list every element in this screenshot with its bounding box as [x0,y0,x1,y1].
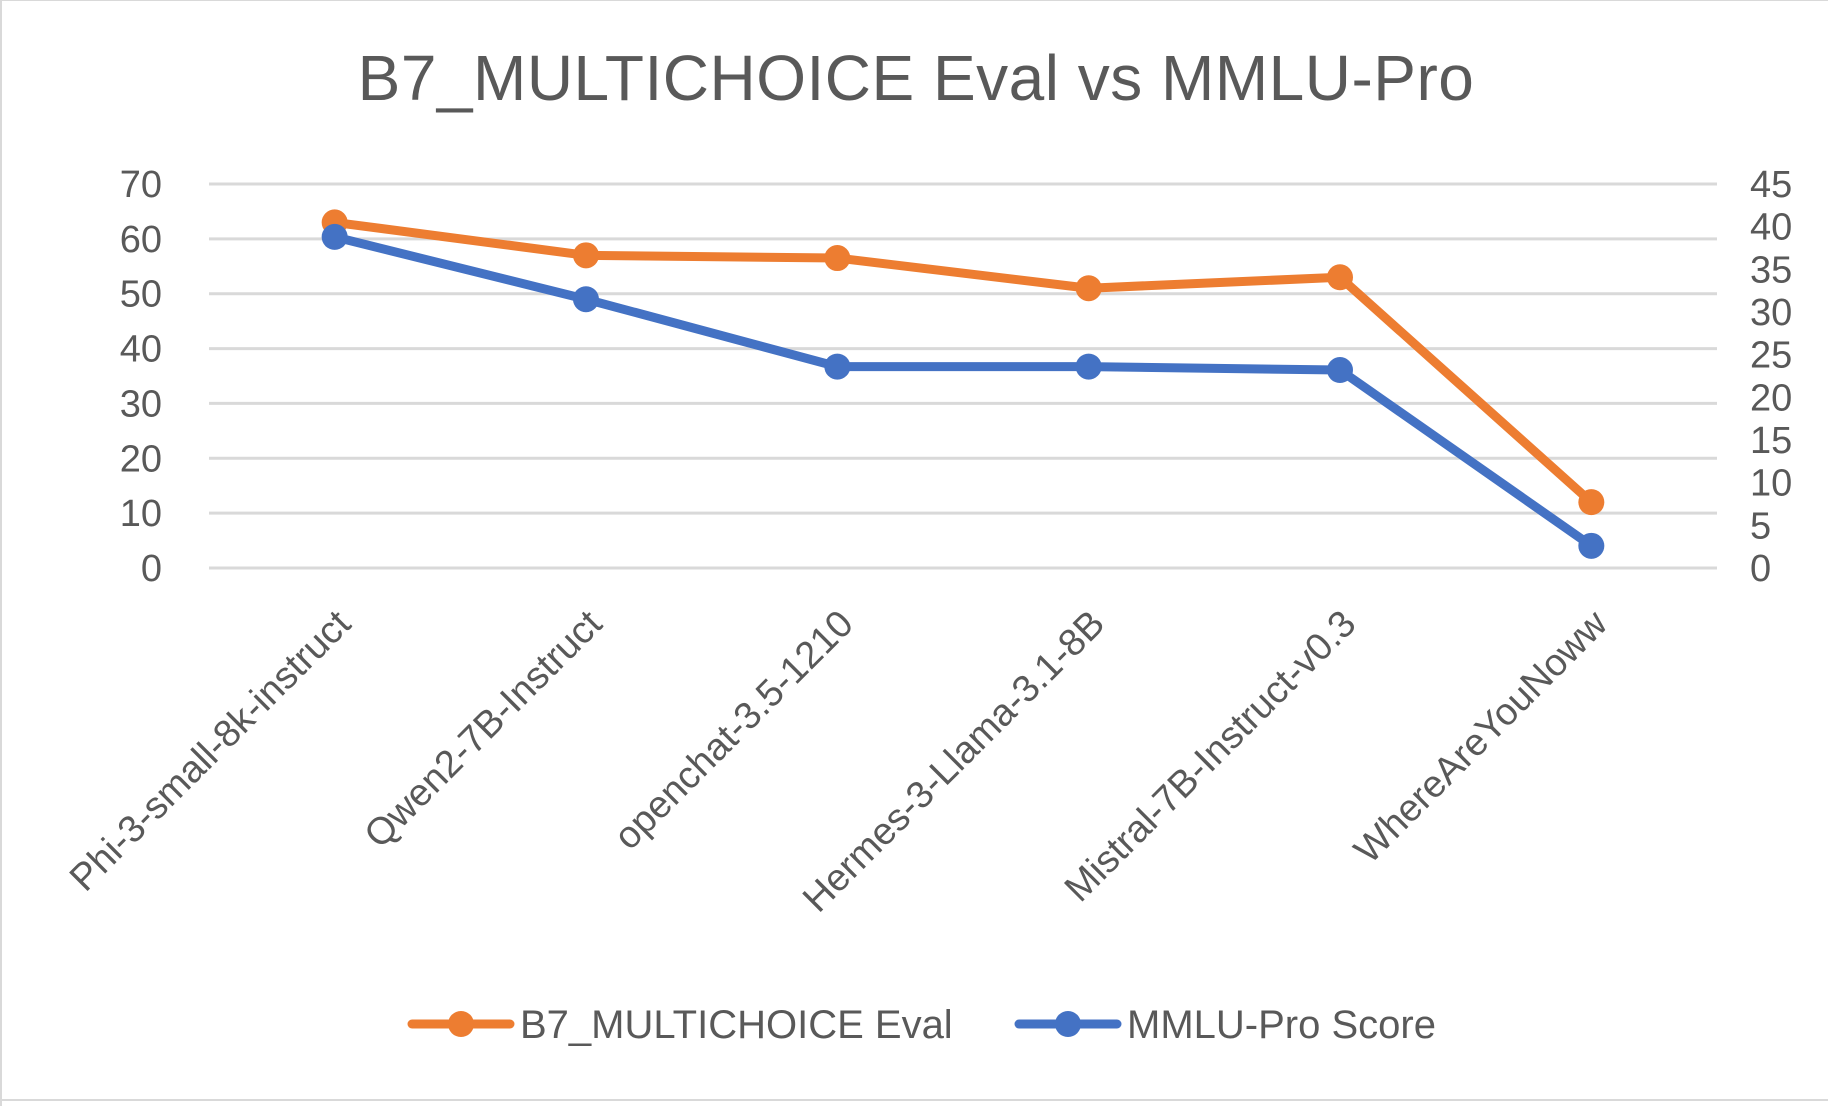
data-point [1075,353,1102,380]
right-tick-label: 35 [1750,249,1792,291]
right-tick-label: 5 [1750,505,1771,547]
series-layer [321,209,1605,559]
data-point [1578,489,1605,516]
right-tick-label: 10 [1750,463,1792,505]
legend: B7_MULTICHOICE Eval MMLU-Pro Score [407,1003,1436,1047]
legend-swatch-marker [1055,1011,1081,1037]
right-tick-label: 45 [1750,164,1792,206]
data-point [1075,275,1102,302]
left-axis-ticks: 0 10 20 30 40 50 60 70 [120,164,162,590]
right-tick-label: 25 [1750,335,1792,377]
data-point [1327,264,1353,291]
left-tick-label: 70 [120,164,162,206]
category-label: Mistral-7B-Instruct-v0.3 [1057,603,1364,910]
left-tick-label: 50 [120,274,162,316]
data-point [1327,357,1353,384]
legend-swatch-marker [448,1011,474,1037]
legend-label: MMLU-Pro Score [1127,1003,1436,1047]
category-axis-labels: Phi-3-small-8k-instructQwen2-7B-Instruct… [62,602,1616,920]
right-tick-label: 20 [1750,377,1792,419]
left-tick-label: 0 [141,548,162,590]
left-tick-label: 20 [120,438,162,480]
data-point [1578,532,1605,559]
legend-label: B7_MULTICHOICE Eval [520,1003,953,1047]
left-tick-label: 40 [120,329,162,371]
data-point [824,353,851,380]
series-line [330,217,1596,507]
right-tick-label: 15 [1750,420,1792,462]
grid-lines [209,182,1717,570]
chart-title: B7_MULTICHOICE Eval vs MMLU-Pro [357,42,1475,114]
series-line [330,232,1596,551]
category-label: Qwen2-7B-Instruct [357,602,611,856]
right-tick-label: 30 [1750,292,1792,334]
data-point [824,245,851,272]
bottom-border [2,1099,1828,1107]
data-point [573,286,599,313]
category-label: openchat-3.5-1210 [606,603,861,858]
left-tick-label: 60 [120,219,162,261]
category-label: WhereAreYouNoww [1347,602,1617,872]
data-point [321,223,348,250]
right-tick-label: 40 [1750,207,1792,249]
category-label: Phi-3-small-8k-instruct [62,602,359,899]
right-tick-label: 0 [1750,548,1771,590]
left-tick-label: 10 [120,493,162,535]
left-tick-label: 30 [120,383,162,425]
data-point [573,242,599,269]
